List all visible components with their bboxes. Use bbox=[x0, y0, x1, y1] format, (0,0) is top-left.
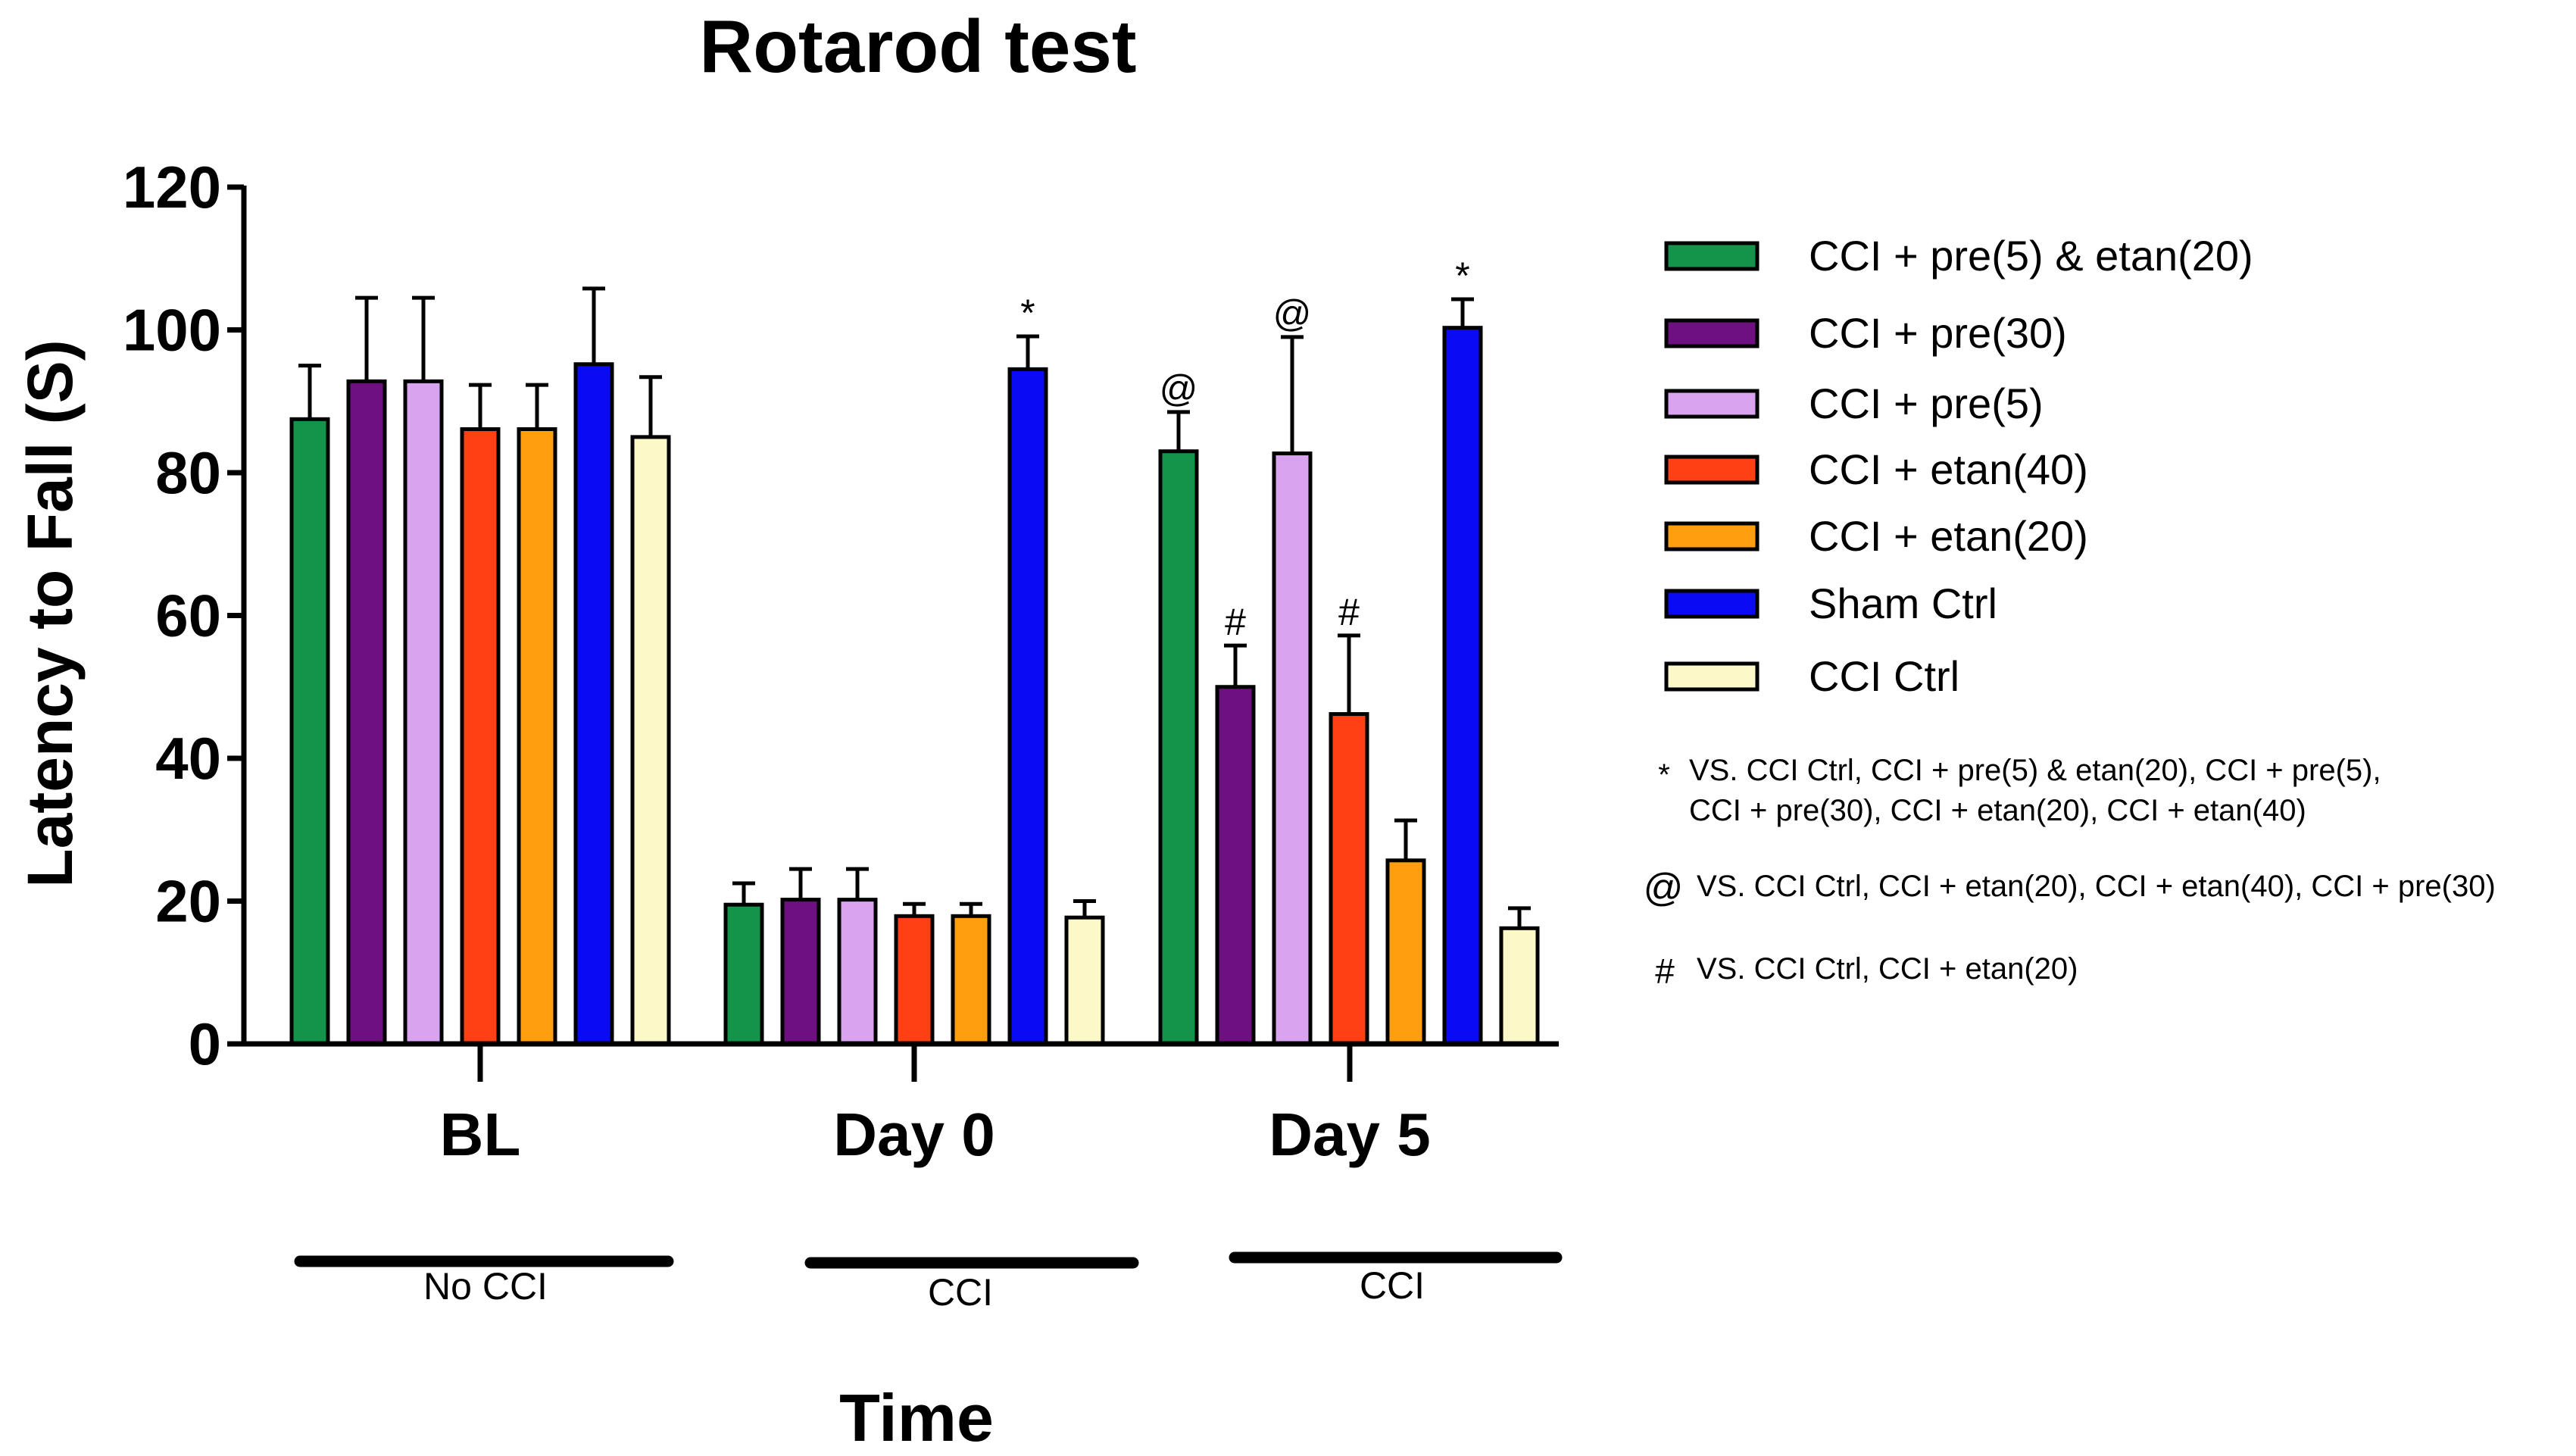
bar bbox=[837, 898, 878, 1046]
axes-layer: 0 20 40 60 80 100 120 BL No CCI Day 0 CCI Day 5 CCI bbox=[123, 154, 1563, 1314]
bar bbox=[1272, 451, 1313, 1046]
bar bbox=[289, 417, 330, 1046]
x-tick-label: Day 5 bbox=[1269, 1101, 1430, 1168]
bar bbox=[403, 379, 444, 1046]
legend-label: CCI + pre(5) & etan(20) bbox=[1809, 232, 2253, 280]
bar bbox=[630, 435, 671, 1046]
legend-swatch bbox=[1664, 389, 1759, 419]
bar bbox=[1499, 926, 1540, 1046]
bar bbox=[517, 427, 557, 1046]
legend: CCI + pre(5) & etan(20) CCI + pre(30) CCI … bbox=[1664, 232, 2253, 700]
significance-notes: * VS. CCI Ctrl, CCI + pre(5) & etan(20), … bbox=[1644, 754, 2496, 991]
note-text: VS. CCI Ctrl, CCI + etan(20) bbox=[1697, 952, 2078, 986]
legend-swatch bbox=[1664, 318, 1759, 348]
significance-mark: @ bbox=[1160, 367, 1198, 410]
legend-swatch bbox=[1664, 661, 1759, 692]
legend-label: CCI Ctrl bbox=[1809, 652, 1959, 700]
y-tick-label: 20 bbox=[155, 868, 221, 935]
bar bbox=[1215, 685, 1256, 1046]
note-text: VS. CCI Ctrl, CCI + etan(20), CCI + etan… bbox=[1697, 870, 2496, 903]
bar bbox=[1064, 915, 1105, 1046]
note-symbol: * bbox=[1658, 758, 1670, 792]
y-tick-label: 40 bbox=[155, 725, 221, 792]
note-text: CCI + pre(30), CCI + etan(20), CCI + eta… bbox=[1689, 794, 2306, 827]
bar bbox=[1329, 712, 1369, 1046]
legend-label: CCI + pre(5) bbox=[1809, 380, 2044, 427]
y-tick-label: 60 bbox=[155, 583, 221, 649]
legend-label: CCI + pre(30) bbox=[1809, 309, 2067, 357]
significance-mark: @ bbox=[1273, 292, 1312, 335]
significance-mark: * bbox=[1020, 292, 1035, 334]
significance-mark: # bbox=[1225, 601, 1246, 643]
y-tick-label: 0 bbox=[189, 1011, 221, 1077]
note-symbol: # bbox=[1655, 951, 1675, 991]
legend-label: Sham Ctrl bbox=[1809, 580, 1997, 627]
group-annotation: CCI bbox=[1360, 1264, 1425, 1307]
bar bbox=[780, 898, 821, 1046]
legend-swatch bbox=[1664, 521, 1759, 551]
note-text: VS. CCI Ctrl, CCI + pre(5) & etan(20), C… bbox=[1689, 754, 2381, 787]
y-axis-label: Latency to Fall (S) bbox=[14, 339, 86, 887]
x-tick-label: Day 0 bbox=[833, 1101, 994, 1168]
legend-swatch bbox=[1664, 589, 1759, 619]
chart-title: Rotarod test bbox=[699, 5, 1136, 88]
legend-swatch bbox=[1664, 455, 1759, 485]
y-tick-label: 100 bbox=[123, 297, 221, 364]
bar bbox=[951, 914, 991, 1046]
bar bbox=[460, 427, 501, 1046]
note-symbol: @ bbox=[1644, 866, 1684, 910]
y-tick-label: 120 bbox=[123, 154, 221, 220]
bars-layer: @ # @ # * * bbox=[289, 255, 1540, 1046]
legend-swatch bbox=[1664, 241, 1759, 271]
x-tick-label: BL bbox=[440, 1101, 521, 1168]
bar bbox=[894, 914, 935, 1046]
significance-mark: # bbox=[1338, 591, 1360, 633]
bar bbox=[346, 379, 387, 1046]
bar bbox=[573, 362, 614, 1046]
bar bbox=[1442, 326, 1483, 1046]
bar bbox=[1158, 449, 1199, 1046]
x-axis-label: Time bbox=[839, 1380, 994, 1455]
y-tick-label: 80 bbox=[155, 439, 221, 506]
bar bbox=[1385, 858, 1426, 1046]
group-annotation: CCI bbox=[928, 1271, 993, 1314]
legend-label: CCI + etan(40) bbox=[1809, 445, 2088, 493]
significance-mark: * bbox=[1455, 255, 1469, 297]
bar bbox=[1007, 367, 1048, 1046]
bar bbox=[723, 902, 764, 1046]
group-annotation: No CCI bbox=[423, 1265, 548, 1308]
legend-label: CCI + etan(20) bbox=[1809, 512, 2088, 560]
